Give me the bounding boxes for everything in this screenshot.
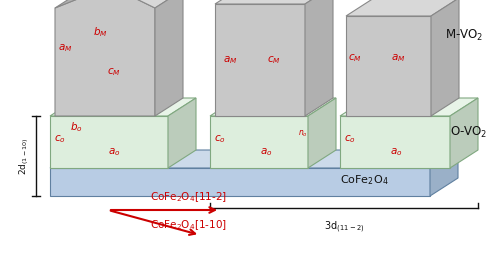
Text: M-VO$_2$: M-VO$_2$ <box>445 28 483 43</box>
Polygon shape <box>308 98 336 168</box>
Text: $c_M$: $c_M$ <box>267 54 281 66</box>
Text: $c_M$: $c_M$ <box>107 66 121 78</box>
Polygon shape <box>50 116 168 168</box>
Polygon shape <box>110 0 183 8</box>
Polygon shape <box>155 0 183 116</box>
Text: $c_o$: $c_o$ <box>344 133 356 145</box>
Text: CoFe$_2$O$_4$[1-10]: CoFe$_2$O$_4$[1-10] <box>150 218 227 232</box>
Polygon shape <box>215 0 333 4</box>
Text: $c_o$: $c_o$ <box>54 133 66 145</box>
Polygon shape <box>431 0 459 116</box>
Text: $a_o$: $a_o$ <box>260 146 272 158</box>
Polygon shape <box>346 16 431 116</box>
Polygon shape <box>55 0 155 116</box>
Text: 2d$_{(1-10)}$: 2d$_{(1-10)}$ <box>17 137 31 175</box>
Text: $a_M$: $a_M$ <box>391 52 406 64</box>
Text: $a_o$: $a_o$ <box>390 146 402 158</box>
Polygon shape <box>55 0 138 8</box>
Text: O-VO$_2$: O-VO$_2$ <box>450 124 488 140</box>
Polygon shape <box>215 4 305 116</box>
Polygon shape <box>430 150 458 196</box>
Polygon shape <box>346 0 459 16</box>
Text: CoFe$_2$O$_4$: CoFe$_2$O$_4$ <box>340 173 388 187</box>
Text: $c_M$: $c_M$ <box>348 52 362 64</box>
Text: $a_M$: $a_M$ <box>58 42 72 54</box>
Polygon shape <box>340 98 478 116</box>
Text: $a_o$: $a_o$ <box>108 146 120 158</box>
Polygon shape <box>210 116 308 168</box>
Polygon shape <box>340 116 450 168</box>
Text: $b_o$: $b_o$ <box>70 121 82 134</box>
Polygon shape <box>450 98 478 168</box>
Polygon shape <box>210 98 336 116</box>
Polygon shape <box>305 0 333 116</box>
Text: 3d$_{(11-2)}$: 3d$_{(11-2)}$ <box>324 220 364 236</box>
Polygon shape <box>50 168 430 196</box>
Text: CoFe$_2$O$_4$[11-2]: CoFe$_2$O$_4$[11-2] <box>150 190 227 204</box>
Text: $b_M$: $b_M$ <box>93 25 108 39</box>
Text: $a_M$: $a_M$ <box>223 54 238 66</box>
Text: $n_o$: $n_o$ <box>298 129 308 140</box>
Polygon shape <box>50 98 196 116</box>
Polygon shape <box>50 150 458 168</box>
Polygon shape <box>168 98 196 168</box>
Text: $c_o$: $c_o$ <box>214 133 226 145</box>
